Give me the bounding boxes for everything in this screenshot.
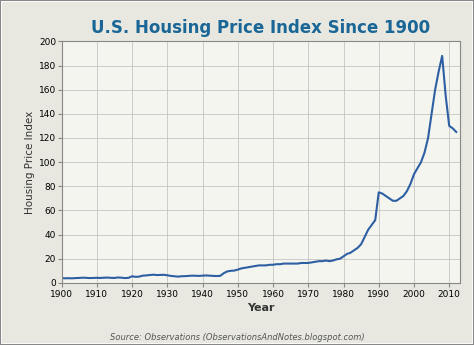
Title: U.S. Housing Price Index Since 1900: U.S. Housing Price Index Since 1900	[91, 19, 430, 37]
Text: Source: Observations (ObservationsAndNotes.blogspot.com): Source: Observations (ObservationsAndNot…	[109, 333, 365, 342]
X-axis label: Year: Year	[247, 303, 274, 313]
Y-axis label: Housing Price Index: Housing Price Index	[25, 110, 35, 214]
